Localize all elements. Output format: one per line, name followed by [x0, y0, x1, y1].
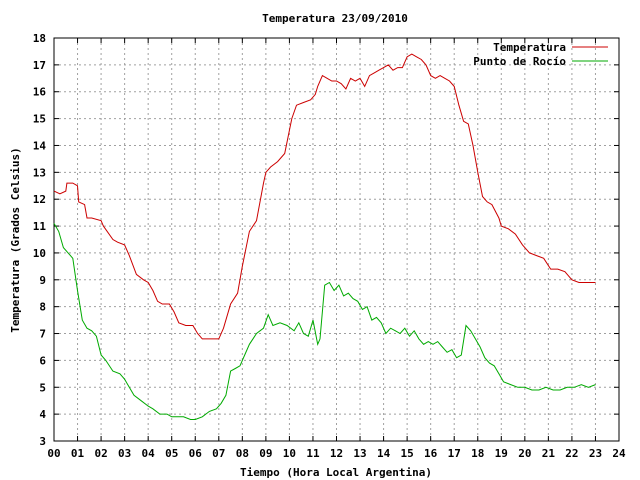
y-tick-label: 18: [33, 32, 46, 45]
x-tick-label: 09: [259, 447, 272, 460]
x-tick-label: 11: [306, 447, 320, 460]
x-tick-label: 00: [47, 447, 60, 460]
chart-title: Temperatura 23/09/2010: [262, 12, 408, 25]
y-tick-label: 9: [39, 274, 46, 287]
x-axis-label: Tiempo (Hora Local Argentina): [240, 466, 432, 479]
y-tick-label: 14: [33, 139, 47, 152]
x-tick-label: 23: [589, 447, 602, 460]
grid: [54, 38, 619, 441]
x-tick-label: 14: [377, 447, 391, 460]
y-axis: 3 4 5 6 7 8 9 10 11 12 13 14 15 16 17 18: [33, 32, 619, 448]
x-tick-label: 12: [330, 447, 343, 460]
x-tick-label: 13: [353, 447, 366, 460]
x-tick-label: 17: [448, 447, 461, 460]
y-tick-label: 6: [39, 354, 46, 367]
x-tick-label: 18: [471, 447, 484, 460]
legend-label: Temperatura: [493, 41, 566, 54]
x-tick-label: 10: [283, 447, 296, 460]
y-tick-label: 15: [33, 113, 46, 126]
y-tick-label: 8: [39, 301, 46, 314]
y-tick-label: 13: [33, 166, 46, 179]
series-line-temperatura: [53, 53, 596, 340]
x-tick-label: 20: [518, 447, 531, 460]
x-tick-label: 22: [565, 447, 578, 460]
x-tick-label: 08: [236, 447, 249, 460]
y-tick-label: 5: [39, 381, 46, 394]
x-tick-label: 05: [165, 447, 178, 460]
x-tick-label: 07: [212, 447, 225, 460]
x-tick-label: 06: [189, 447, 203, 460]
legend-label: Punto de Rocío: [473, 55, 566, 68]
y-tick-label: 12: [33, 193, 46, 206]
x-tick-label: 21: [542, 447, 556, 460]
x-tick-label: 04: [142, 447, 156, 460]
y-tick-label: 16: [33, 86, 47, 99]
y-tick-label: 10: [33, 247, 46, 260]
x-tick-label: 03: [118, 447, 131, 460]
y-tick-label: 7: [39, 328, 46, 341]
y-tick-label: 17: [33, 59, 46, 72]
series-layer: [53, 53, 596, 420]
x-axis: 00 01 02 03 04 05 06 07 08 09 10 11 12 13 14 15 16 17 18 19…: [47, 38, 626, 460]
x-tick-label: 24: [612, 447, 626, 460]
x-tick-label: 16: [424, 447, 438, 460]
series-line-punto-de-rocio: [53, 223, 596, 420]
y-axis-label: Temperatura (Grados Celsius): [9, 147, 22, 332]
y-tick-label: 4: [39, 408, 46, 421]
x-tick-label: 15: [401, 447, 414, 460]
x-tick-label: 19: [495, 447, 508, 460]
y-tick-label: 11: [33, 220, 47, 233]
x-tick-label: 01: [71, 447, 85, 460]
y-tick-label: 3: [39, 435, 46, 448]
x-tick-label: 02: [94, 447, 107, 460]
